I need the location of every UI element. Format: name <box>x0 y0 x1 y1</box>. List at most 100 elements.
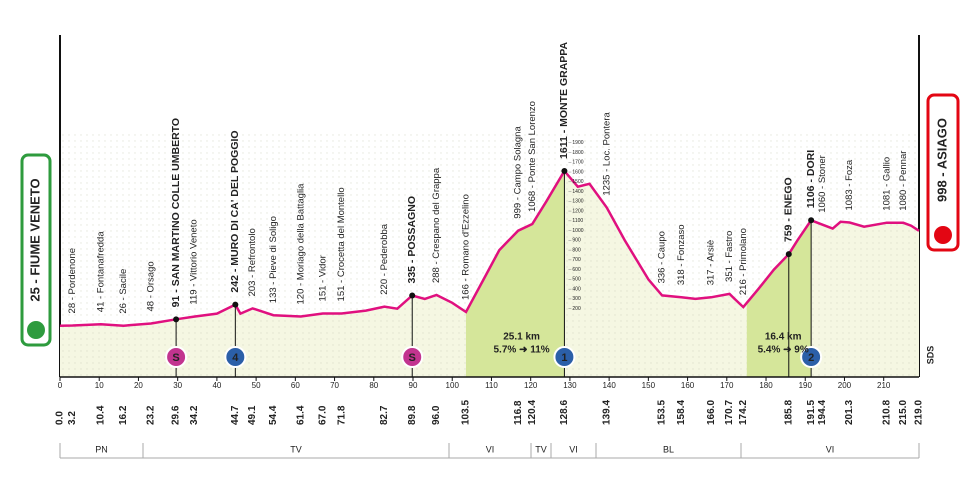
km-label: 89.8 <box>407 405 418 425</box>
place-label: 151 - Crocetta del Montello <box>336 187 347 301</box>
km-label: 23.2 <box>146 405 157 425</box>
x-tick-label: 200 <box>838 381 852 390</box>
km-label: 166.0 <box>706 400 717 425</box>
y-tick-label: 300 <box>572 296 581 302</box>
x-tick-label: 120 <box>524 381 538 390</box>
badge-text: 4 <box>232 352 239 364</box>
region-label: BL <box>663 444 674 454</box>
profile-line <box>59 168 920 328</box>
start-box <box>20 153 52 347</box>
place-label: 166 - Romano d'Ezzelino <box>460 194 471 300</box>
climb-label: 1611 - MONTE GRAPPA <box>558 41 570 159</box>
place-label: 203 - Refrontolo <box>247 228 258 296</box>
place-label: 336 - Caupo <box>657 231 668 283</box>
x-tick-label: 150 <box>642 381 656 390</box>
y-tick-label: 200 <box>572 306 581 312</box>
y-tick-label: 1900 <box>572 140 583 146</box>
y-tick-label: 1000 <box>572 228 583 234</box>
place-label: 1068 - Ponte San Lorenzo <box>527 101 538 212</box>
x-tick-label: 40 <box>212 381 221 390</box>
x-tick-label: 80 <box>369 381 378 390</box>
climb-area <box>465 170 565 377</box>
climb-dot <box>561 167 568 174</box>
climb-label: 242 - MURO DI CA' DEL POGGIO <box>229 130 241 292</box>
km-label: 128.6 <box>559 400 570 425</box>
place-label: 220 - Pederobba <box>379 223 390 294</box>
climb-dot <box>173 316 180 323</box>
x-tick-label: 130 <box>563 381 577 390</box>
climb-label: 1106 - DORI <box>805 150 817 208</box>
km-label: 139.4 <box>601 400 612 425</box>
x-tick-label: 210 <box>877 381 891 390</box>
brand: SDS <box>925 346 935 365</box>
y-tick-label: 600 <box>572 267 581 273</box>
y-tick-label: 800 <box>572 247 581 253</box>
place-label: 41 - Fontanafredda <box>95 231 106 313</box>
km-label: 158.4 <box>676 400 687 425</box>
place-label: 216 - Primolano <box>738 228 749 295</box>
badge <box>165 346 188 368</box>
km-label: 191.5 <box>806 400 817 425</box>
x-tick-label: 180 <box>759 381 773 390</box>
place-label: 1235 - Loc. Pontera <box>601 112 612 196</box>
km-label: 116.8 <box>513 400 524 425</box>
km-label: 0.0 <box>55 411 66 425</box>
place-label: 48 - Orsago <box>146 261 157 311</box>
y-tick-label: 1800 <box>572 150 583 156</box>
climb-dot <box>808 217 815 224</box>
climb-area <box>746 220 812 377</box>
y-tick-label: 1500 <box>572 179 583 185</box>
badge-text: S <box>409 352 416 364</box>
km-label: 34.2 <box>189 405 200 425</box>
y-tick-label: 500 <box>572 277 581 283</box>
badge-text: 1 <box>561 352 567 364</box>
place-label: 351 - Fastro <box>724 231 735 282</box>
badge <box>800 346 823 368</box>
climb-gradient: 5.7% ➜ 11% <box>494 345 550 356</box>
km-label: 44.7 <box>230 405 241 425</box>
region-label: VI <box>826 444 835 454</box>
place-label: 26 - Sacile <box>118 269 129 314</box>
place-label: 133 - Pieve di Soligo <box>268 216 279 303</box>
finish-icon <box>934 226 952 244</box>
start-icon <box>27 321 45 339</box>
region-label: VI <box>569 444 578 454</box>
climb-label: 335 - POSSAGNO <box>406 196 418 284</box>
region-label: TV <box>535 444 547 454</box>
region-label: VI <box>486 444 495 454</box>
y-tick-label: 1100 <box>572 218 583 224</box>
place-label: 1060 - Stoner <box>817 155 828 213</box>
x-tick-label: 50 <box>252 381 261 390</box>
finish-label: 998 - ASIAGO <box>934 118 949 202</box>
km-label: 185.8 <box>783 400 794 425</box>
x-tick-label: 0 <box>58 381 63 390</box>
finish-box <box>926 93 960 252</box>
badge <box>553 346 576 368</box>
km-label: 170.7 <box>724 400 735 425</box>
place-label: 999 - Campo Solagna <box>513 126 524 219</box>
y-tick-label: 1400 <box>572 189 583 195</box>
x-tick-label: 190 <box>799 381 813 390</box>
km-label: 194.4 <box>817 400 828 425</box>
km-label: 153.5 <box>657 400 668 425</box>
km-label: 3.2 <box>67 411 78 425</box>
place-label: 120 - Moriago della Battaglia <box>295 183 306 305</box>
climb-dot <box>785 251 792 258</box>
km-label: 215.0 <box>898 400 909 425</box>
km-label: 10.4 <box>95 405 106 425</box>
km-label: 210.8 <box>881 400 892 425</box>
km-label: 61.4 <box>295 405 306 425</box>
climb-dot <box>409 292 416 299</box>
x-tick-label: 170 <box>720 381 734 390</box>
km-label: 120.4 <box>527 400 538 425</box>
climb-label: 759 - ENEGO <box>783 177 795 242</box>
place-label: 28 - Pordenone <box>67 248 78 314</box>
x-tick-label: 110 <box>485 381 498 390</box>
climb-dot <box>232 301 239 308</box>
x-tick-label: 70 <box>330 381 339 390</box>
km-label: 54.4 <box>268 405 279 425</box>
x-tick-label: 90 <box>409 381 418 390</box>
x-tick-label: 140 <box>602 381 616 390</box>
